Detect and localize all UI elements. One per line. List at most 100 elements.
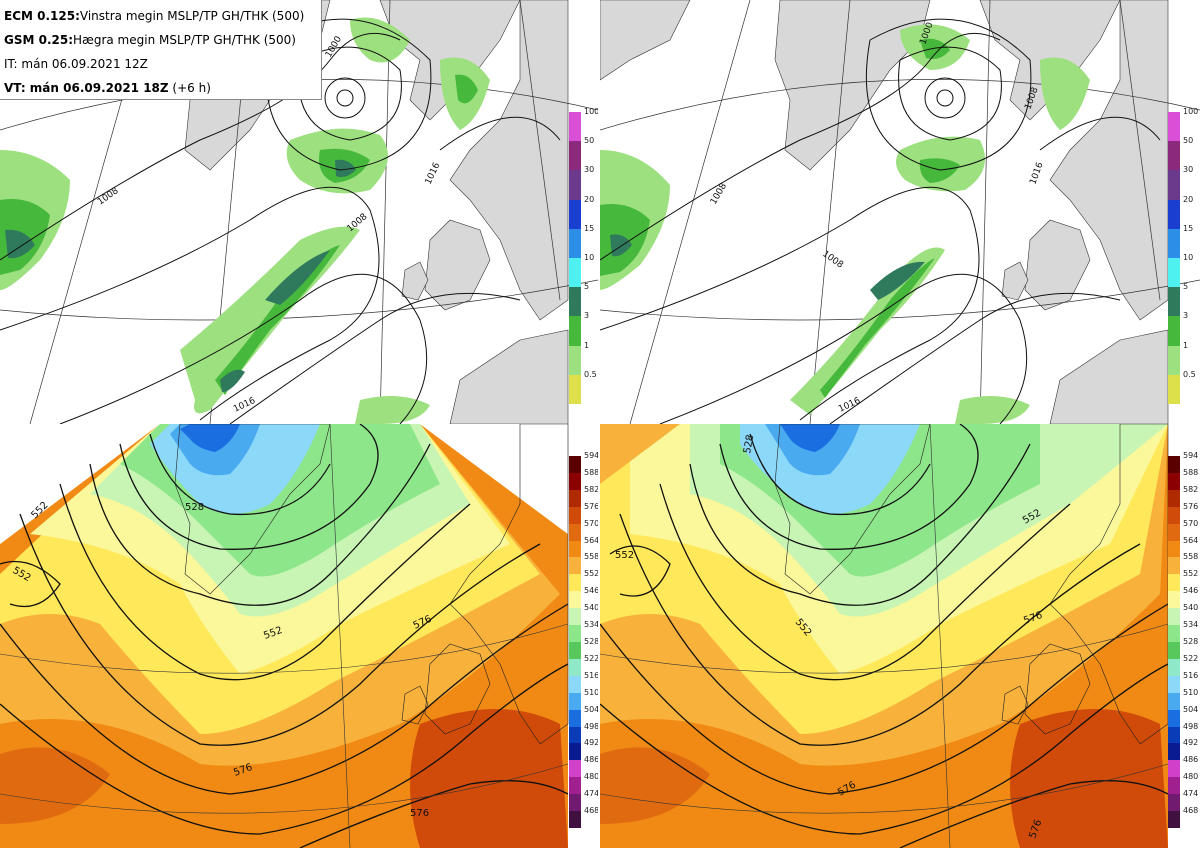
colorbar-label: 576 <box>584 501 600 511</box>
gh-label: 552 <box>615 550 634 561</box>
colorbar-label: 492 <box>1183 738 1199 748</box>
colorbar-swatch <box>1168 228 1180 258</box>
colorbar-label: 540 <box>1183 603 1199 613</box>
colorbar-swatch <box>569 658 581 676</box>
graticule <box>600 0 1200 424</box>
colorbar-label: 516 <box>1183 670 1199 680</box>
colorbar-label: 564 <box>584 535 600 545</box>
gh-label: 576 <box>410 808 429 819</box>
colorbar-label: 570 <box>584 518 600 528</box>
colorbar-label: 15 <box>584 223 595 233</box>
colorbar-label: 522 <box>1183 653 1199 663</box>
colorbar-swatch <box>1168 591 1180 609</box>
panel-divider <box>598 0 600 848</box>
graticule <box>0 424 569 848</box>
valid-time-line: VT: mán 06.09.2021 18Z (+6 h) <box>4 76 317 100</box>
gsm-model-desc: Hægra megin MSLP/TP GH/THK (500) <box>73 33 296 47</box>
colorbar-label: 486 <box>1183 755 1199 765</box>
colorbar-swatch <box>1168 345 1180 375</box>
colorbar-swatch <box>569 228 581 258</box>
colorbar-label: 468 <box>1183 806 1199 816</box>
colorbar-label: 504 <box>1183 704 1199 714</box>
colorbar-swatch <box>1168 726 1180 744</box>
ecm-model-label: ECM 0.125: <box>4 9 80 23</box>
colorbar-label: 20 <box>584 194 595 204</box>
colorbar-swatch <box>1168 199 1180 229</box>
isobars <box>600 18 1161 424</box>
colorbar-swatch <box>1168 287 1180 317</box>
colorbar-label: 1 <box>584 340 590 350</box>
colorbar-label: 498 <box>584 721 600 731</box>
isobars <box>0 18 561 424</box>
colorbar-swatch <box>1168 489 1180 507</box>
colorbar-label: 30 <box>584 165 595 175</box>
colorbar-label: 534 <box>1183 620 1199 630</box>
colorbar-label: 492 <box>584 738 600 748</box>
colorbar-swatch <box>569 642 581 659</box>
ecm-model-desc: Vinstra megin MSLP/TP GH/THK (500) <box>79 9 305 23</box>
colorbar-label: 510 <box>1183 687 1199 697</box>
colorbar-label: 498 <box>1183 721 1199 731</box>
colorbar-swatch <box>1168 658 1180 676</box>
colorbar-label: 594 <box>1183 451 1199 460</box>
colorbar-swatch <box>1168 472 1180 490</box>
colorbar-swatch <box>569 258 581 288</box>
colorbar-swatch <box>569 374 581 404</box>
colorbar-swatch <box>1168 675 1180 693</box>
colorbar-label: 3 <box>1183 311 1189 321</box>
ecm-thickness-colorbar: 594 588 582 576 570 564 558 552 546 540 534 528 522 5… <box>569 452 600 828</box>
forecast-offset: (+6 h) <box>168 81 211 95</box>
colorbar-label: 588 <box>1183 467 1199 477</box>
coastlines <box>174 424 569 745</box>
colorbar-label: 480 <box>1183 772 1199 782</box>
colorbar-swatch <box>1168 743 1180 761</box>
colorbar-label: 5 <box>584 282 590 292</box>
colorbar-label: 15 <box>1183 223 1194 233</box>
colorbar-label: 10 <box>1183 253 1194 262</box>
colorbar-label: 528 <box>584 637 600 646</box>
colorbar-swatch <box>1168 258 1180 288</box>
colorbar-label: 552 <box>1183 569 1199 579</box>
colorbar-label: 100 <box>1183 107 1199 116</box>
model-line-ecm: ECM 0.125:Vinstra megin MSLP/TP GH/THK (… <box>4 4 317 28</box>
colorbar-label: 50 <box>584 136 595 146</box>
colorbar-swatch <box>1168 760 1180 778</box>
colorbar-swatch <box>569 489 581 507</box>
colorbar-label: 486 <box>584 755 600 765</box>
colorbar-swatch <box>1168 777 1180 795</box>
colorbar-swatch <box>569 675 581 693</box>
colorbar-label: 3 <box>584 311 590 321</box>
colorbar-label: 582 <box>1183 484 1199 494</box>
colorbar-label: 474 <box>584 789 600 799</box>
ecm-thickness-map: 528 552 552 552 576 576 576 <box>0 424 598 848</box>
gfs-mslp-map: 1008 1016 1008 1016 1008 1000 <box>600 0 1200 424</box>
init-time: IT: mán 06.09.2021 12Z <box>4 57 148 71</box>
colorbar-label: 100 <box>584 107 600 116</box>
colorbar-swatch <box>569 523 581 541</box>
colorbar-swatch <box>569 608 581 626</box>
colorbar-label: 570 <box>1183 518 1199 528</box>
colorbar-label: 594 <box>584 451 600 460</box>
graticule <box>600 424 1169 848</box>
colorbar-swatch <box>569 199 581 229</box>
colorbar-label: 5 <box>1183 282 1189 292</box>
model-line-gsm: GSM 0.25:Hægra megin MSLP/TP GH/THK (500… <box>4 28 317 52</box>
colorbar-swatch <box>1168 574 1180 592</box>
colorbar-label: 558 <box>1183 552 1199 562</box>
colorbar-swatch <box>569 345 581 375</box>
colorbar-swatch <box>569 112 581 142</box>
gfs-gh-thk-panel: 528 552 552 552 576 576 576 <box>600 424 1200 848</box>
colorbar-swatch <box>569 777 581 795</box>
colorbar-label: 546 <box>584 586 600 596</box>
colorbar-swatch <box>1168 692 1180 710</box>
colorbar-label: 534 <box>584 620 600 630</box>
gh-label: 528 <box>742 434 756 455</box>
colorbar-swatch <box>569 591 581 609</box>
gsm-model-label: GSM 0.25: <box>4 33 74 47</box>
colorbar-label: 564 <box>1183 535 1199 545</box>
colorbar-label: 30 <box>1183 165 1194 175</box>
colorbar-label: 516 <box>584 670 600 680</box>
colorbar-label: 1 <box>1183 340 1189 350</box>
gfs-thickness-colorbar: 594 588 582 576 570 564 558 552 546 540 534 528 522 5… <box>1168 452 1200 828</box>
colorbar-swatch <box>569 472 581 490</box>
